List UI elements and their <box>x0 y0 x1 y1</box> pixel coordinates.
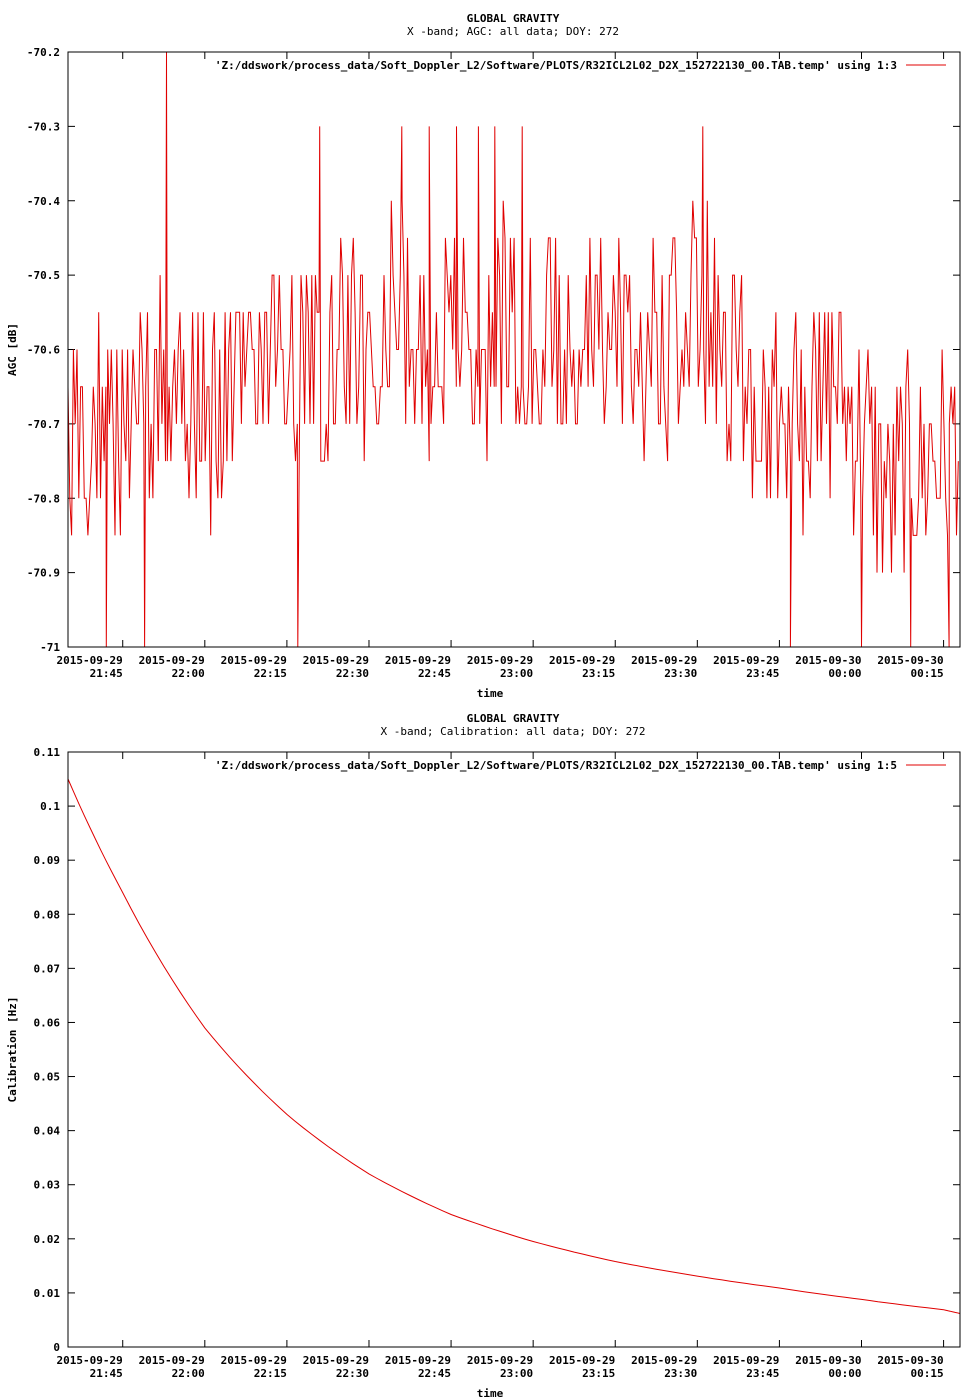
x-tick-date: 2015-09-29 <box>139 1354 205 1367</box>
y-tick-label: -70.2 <box>27 46 60 59</box>
x-tick-time: 23:15 <box>582 1367 615 1380</box>
y-tick-label: 0.01 <box>34 1287 61 1300</box>
plot-frame <box>67 751 961 1348</box>
x-tick-time: 22:45 <box>418 667 451 680</box>
x-tick-time: 23:00 <box>500 667 533 680</box>
y-tick-label: -70.4 <box>27 195 60 208</box>
x-tick-time: 23:15 <box>582 667 615 680</box>
x-tick-time: 21:45 <box>90 667 123 680</box>
x-tick-date: 2015-09-29 <box>549 654 615 667</box>
y-tick-label: 0.08 <box>34 908 61 921</box>
x-tick-time: 22:30 <box>336 667 369 680</box>
x-tick-time: 22:00 <box>172 1367 205 1380</box>
x-tick-date: 2015-09-29 <box>139 654 205 667</box>
chart-title: GLOBAL GRAVITY <box>467 12 560 25</box>
x-tick-date: 2015-09-29 <box>467 1354 533 1367</box>
plot-frame <box>67 51 961 648</box>
y-tick-label: 0.03 <box>34 1179 61 1192</box>
x-tick-date: 2015-09-29 <box>56 654 122 667</box>
x-tick-time: 23:45 <box>746 1367 779 1380</box>
x-tick-date: 2015-09-30 <box>795 1354 861 1367</box>
chart-subtitle: X -band; Calibration: all data; DOY: 272 <box>381 725 646 738</box>
y-tick-label: 0.1 <box>40 800 60 813</box>
x-tick-time: 00:00 <box>828 1367 861 1380</box>
y-tick-label: -70.7 <box>27 418 60 431</box>
x-tick-time: 22:00 <box>172 667 205 680</box>
x-tick-time: 21:45 <box>90 1367 123 1380</box>
y-tick-label: 0.04 <box>34 1125 61 1138</box>
x-tick-time: 23:00 <box>500 1367 533 1380</box>
x-tick-date: 2015-09-29 <box>385 1354 451 1367</box>
chart-subtitle: X -band; AGC: all data; DOY: 272 <box>407 25 619 38</box>
y-tick-label: 0.07 <box>34 962 61 975</box>
x-axis-label: time <box>477 1387 504 1400</box>
x-tick-date: 2015-09-29 <box>221 1354 287 1367</box>
x-tick-time: 00:00 <box>828 667 861 680</box>
x-tick-time: 22:45 <box>418 1367 451 1380</box>
x-tick-date: 2015-09-29 <box>713 1354 779 1367</box>
x-tick-time: 22:15 <box>254 1367 287 1380</box>
y-tick-label: 0.02 <box>34 1233 61 1246</box>
y-tick-label: -70.6 <box>27 344 60 357</box>
x-tick-date: 2015-09-30 <box>795 654 861 667</box>
x-tick-date: 2015-09-29 <box>385 654 451 667</box>
x-tick-time: 22:30 <box>336 1367 369 1380</box>
y-tick-label: 0.09 <box>34 854 61 867</box>
x-tick-date: 2015-09-29 <box>631 654 697 667</box>
x-tick-time: 23:30 <box>664 1367 697 1380</box>
x-tick-date: 2015-09-29 <box>549 1354 615 1367</box>
legend-label: 'Z:/ddswork/process_data/Soft_Doppler_L2… <box>215 59 897 72</box>
x-tick-date: 2015-09-29 <box>303 1354 369 1367</box>
x-tick-date: 2015-09-30 <box>877 1354 943 1367</box>
y-tick-label: -70.8 <box>27 492 60 505</box>
x-tick-date: 2015-09-29 <box>467 654 533 667</box>
x-axis-label: time <box>477 687 504 700</box>
x-tick-time: 00:15 <box>910 1367 943 1380</box>
x-tick-date: 2015-09-29 <box>631 1354 697 1367</box>
x-tick-date: 2015-09-29 <box>303 654 369 667</box>
x-tick-date: 2015-09-30 <box>877 654 943 667</box>
y-tick-label: 0.05 <box>34 1071 61 1084</box>
y-tick-label: -70.3 <box>27 120 60 133</box>
chart-title: GLOBAL GRAVITY <box>467 712 560 725</box>
y-tick-label: -70.5 <box>27 269 60 282</box>
series-line <box>67 778 961 1314</box>
series-line <box>67 51 959 648</box>
y-tick-label: -70.9 <box>27 567 60 580</box>
x-tick-time: 23:45 <box>746 667 779 680</box>
y-tick-label: 0.06 <box>34 1016 61 1029</box>
x-tick-date: 2015-09-29 <box>713 654 779 667</box>
y-axis-label: Calibration [Hz] <box>6 997 19 1103</box>
y-tick-label: 0 <box>53 1341 60 1354</box>
x-tick-time: 22:15 <box>254 667 287 680</box>
x-tick-time: 23:30 <box>664 667 697 680</box>
x-tick-date: 2015-09-29 <box>56 1354 122 1367</box>
y-axis-label: AGC [dB] <box>6 323 19 376</box>
y-tick-label: 0.11 <box>34 746 61 759</box>
legend-label: 'Z:/ddswork/process_data/Soft_Doppler_L2… <box>215 759 897 772</box>
x-tick-time: 00:15 <box>910 667 943 680</box>
y-tick-label: -71 <box>40 641 60 654</box>
x-tick-date: 2015-09-29 <box>221 654 287 667</box>
